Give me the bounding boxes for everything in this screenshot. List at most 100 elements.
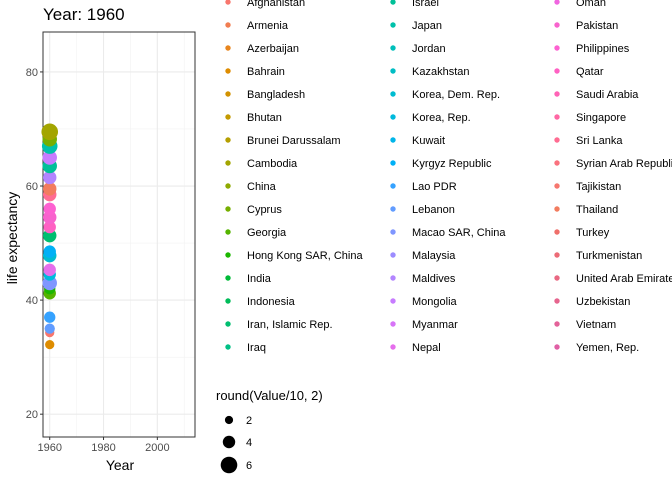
legend-label: Bahrain <box>247 66 285 78</box>
legend-label: Kyrgyz Republic <box>412 158 492 170</box>
x-tick-label: 1960 <box>37 442 61 454</box>
legend-label: Vietnam <box>576 319 616 331</box>
data-point <box>43 220 56 234</box>
size-legend-label: 4 <box>246 437 252 449</box>
legend-label: Uzbekistan <box>576 296 630 308</box>
legend-label: Pakistan <box>576 20 618 32</box>
legend-label: Qatar <box>576 66 604 78</box>
legend-key <box>390 206 396 212</box>
legend-key <box>554 68 560 74</box>
legend-key <box>554 344 560 350</box>
data-point <box>44 311 56 323</box>
legend-key <box>225 0 231 5</box>
legend-label: United Arab Emirates <box>576 273 672 285</box>
legend-key <box>390 0 396 5</box>
legend-key <box>390 114 396 120</box>
x-tick-label: 2000 <box>145 442 169 454</box>
legend-label: Saudi Arabia <box>576 89 639 101</box>
legend-label: Philippines <box>576 43 630 55</box>
legend-key <box>225 68 231 74</box>
x-axis-title: Year <box>106 457 135 473</box>
legend-key <box>225 298 231 304</box>
legend-key <box>390 91 396 97</box>
y-tick-label: 20 <box>26 409 38 421</box>
data-point <box>43 202 56 216</box>
legend-label: Armenia <box>247 20 289 32</box>
legend-label: Lebanon <box>412 204 455 216</box>
legend-key <box>554 321 560 327</box>
legend-label: Mongolia <box>412 296 458 308</box>
legend-label: China <box>247 181 277 193</box>
legend-label: Hong Kong SAR, China <box>247 250 363 262</box>
legend-label: Afghanistan <box>247 0 305 9</box>
y-tick-label: 80 <box>26 67 38 79</box>
legend-key <box>554 275 560 281</box>
legend-label: Jordan <box>412 43 446 55</box>
data-point <box>42 150 57 165</box>
x-tick-label: 1980 <box>91 442 115 454</box>
legend-label: Thailand <box>576 204 618 216</box>
legend-label: Syrian Arab Republic <box>576 158 672 170</box>
legend-label: Iran, Islamic Rep. <box>247 319 333 331</box>
size-legend-key <box>222 435 236 449</box>
legend-key <box>390 229 396 235</box>
data-points <box>41 123 59 350</box>
legend-key <box>225 183 231 189</box>
legend-label: Brunei Darussalam <box>247 135 341 147</box>
data-point <box>43 245 56 258</box>
legend-key <box>554 45 560 51</box>
legend-label: Singapore <box>576 112 626 124</box>
legend-key <box>225 206 231 212</box>
legend-key <box>554 137 560 143</box>
size-legend: round(Value/10, 2) 2 4 6 <box>216 388 323 474</box>
legend-label: Azerbaijan <box>247 43 299 55</box>
legend-key <box>225 91 231 97</box>
legend-label: Yemen, Rep. <box>576 342 639 354</box>
legend-key <box>390 252 396 258</box>
legend-key <box>554 160 560 166</box>
axis-ticks: 1960 1980 2000 20 40 60 80 <box>26 67 170 454</box>
legend-label: Israel <box>412 0 439 9</box>
y-axis-title: life expectancy <box>4 192 20 285</box>
legend-key <box>390 298 396 304</box>
legend-key <box>554 114 560 120</box>
legend-key <box>554 252 560 258</box>
legend-key <box>390 183 396 189</box>
y-tick-label: 60 <box>26 181 38 193</box>
legend-label: Iraq <box>247 342 266 354</box>
size-legend-key <box>224 415 234 425</box>
legend-key <box>225 137 231 143</box>
legend-label: Sri Lanka <box>576 135 623 147</box>
legend-key <box>390 160 396 166</box>
legend-key <box>554 183 560 189</box>
legend-key <box>390 68 396 74</box>
legend-label: Cyprus <box>247 204 282 216</box>
legend-key <box>554 229 560 235</box>
legend-label: Myanmar <box>412 319 458 331</box>
size-legend-label: 6 <box>246 460 252 472</box>
legend-key <box>225 229 231 235</box>
legend-label: Korea, Rep. <box>412 112 471 124</box>
legend-key <box>390 137 396 143</box>
data-point <box>41 123 59 141</box>
size-legend-title: round(Value/10, 2) <box>216 388 323 403</box>
legend-label: Bangladesh <box>247 89 305 101</box>
legend-key <box>225 252 231 258</box>
legend-key <box>225 114 231 120</box>
legend-label: Japan <box>412 20 442 32</box>
legend-key <box>554 206 560 212</box>
size-legend-label: 2 <box>246 415 252 427</box>
legend-label: Oman <box>576 0 606 9</box>
size-legend-key <box>220 456 238 474</box>
legend-key <box>225 344 231 350</box>
legend-label: Tajikistan <box>576 181 621 193</box>
legend-key <box>390 344 396 350</box>
data-point <box>43 182 57 196</box>
plot-panel <box>42 31 196 438</box>
legend-key <box>225 275 231 281</box>
legend-label: Cambodia <box>247 158 298 170</box>
panel-border <box>42 31 196 438</box>
legend-label: Turkmenistan <box>576 250 642 262</box>
legend-key <box>390 45 396 51</box>
